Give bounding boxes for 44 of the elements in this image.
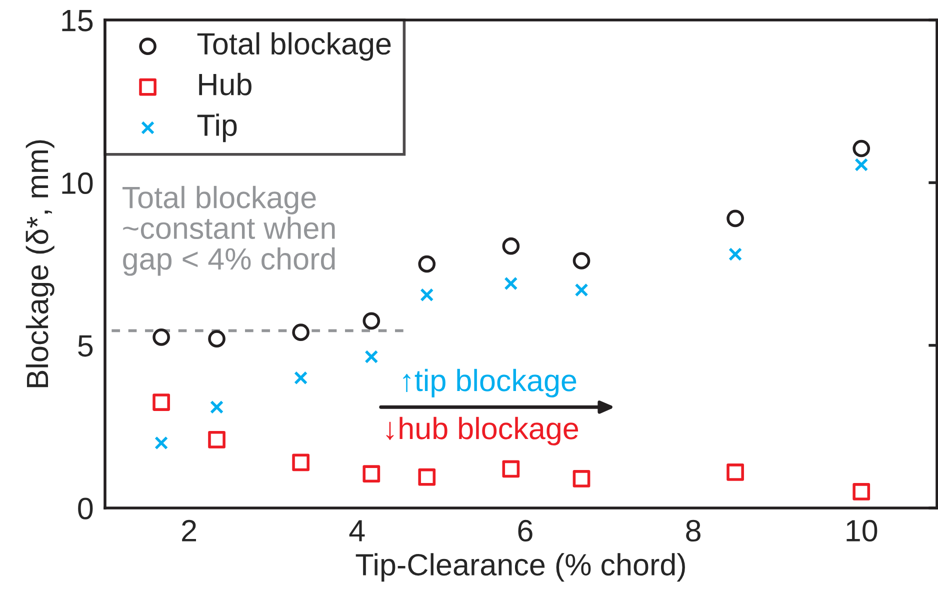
y-axis-title: Blockage (δ*, mm) [26,140,54,388]
point [208,431,226,448]
point [152,394,170,411]
point [362,465,380,483]
point [852,483,870,500]
x-tick-label: 8 [686,520,700,542]
y-tick-label: 5 [78,335,93,357]
point [854,158,868,172]
point [572,470,590,488]
point [418,468,436,486]
legend-label: Total blockage [197,32,391,61]
point [504,276,518,290]
point [294,371,308,385]
point [292,324,310,341]
point [502,237,520,255]
point [502,460,520,478]
point [362,312,380,330]
x-tick-label: 6 [518,520,532,542]
point [292,454,310,472]
annotation: ↓hub blockage [386,416,578,446]
y-tick-label: 15 [62,10,93,32]
point [852,140,870,158]
point [574,283,588,297]
point [726,464,744,481]
point [208,330,226,348]
legend-label: Tip [197,114,237,142]
annotation: ↑tip blockage [403,368,576,398]
point [210,400,224,414]
x-tick-label: 4 [349,520,365,542]
point [154,436,168,450]
point [572,252,590,270]
point [728,247,742,262]
point [726,210,744,228]
legend-label: Hub [199,72,252,96]
y-tick-label: 10 [62,172,93,194]
x-axis-title: Tip-Clearance (% chord) [356,553,685,582]
point [364,350,378,364]
point [152,328,170,346]
point [420,288,434,302]
x-tick-label: 2 [182,520,196,542]
x-tick-label: 10 [846,520,878,542]
point [418,255,436,273]
y-tick-label: 0 [78,498,93,520]
annotation: Total blockage ~constant when gap < 4% chord [122,186,335,276]
